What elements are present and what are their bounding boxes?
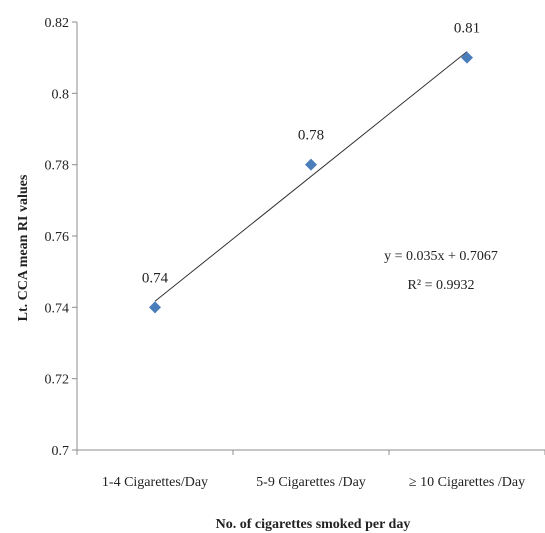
y-tick-label: 0.74	[45, 301, 70, 316]
y-tick-label: 0.7	[52, 444, 70, 459]
x-tick-label: 1-4 Cigarettes/Day	[102, 475, 208, 490]
data-label: 0.81	[454, 21, 480, 37]
x-axis-group: 1-4 Cigarettes/Day 5-9 Cigarettes /Day ≥ 1…	[76, 449, 545, 490]
y-tick-label: 0.82	[45, 16, 70, 31]
x-axis-title: No. of cigarettes smoked per day	[216, 517, 411, 532]
trendline	[154, 51, 468, 302]
y-tick-label: 0.76	[45, 230, 70, 245]
trendline-r-squared: R² = 0.9932	[408, 278, 475, 293]
y-tick-label: 0.8	[52, 87, 70, 102]
trendline-equation: y = 0.035x + 0.7067	[384, 249, 498, 264]
data-label: 0.78	[298, 128, 324, 144]
trendline-group	[154, 51, 468, 302]
data-label: 0.74	[142, 270, 169, 286]
data-point	[461, 51, 473, 64]
y-axis-group: 0.7 0.72 0.74 0.76 0.78 0.8 0.82	[45, 16, 78, 459]
x-tick-label: ≥ 10 Cigarettes /Day	[409, 475, 525, 490]
data-labels-group: 0.74 0.78 0.81	[142, 21, 480, 287]
data-point	[305, 158, 317, 171]
y-axis-title: Lt. CCA mean RI values	[16, 174, 31, 321]
points-group	[149, 51, 473, 314]
x-tick-label: 5-9 Cigarettes /Day	[256, 475, 366, 490]
data-point	[149, 301, 161, 314]
y-tick-label: 0.72	[45, 373, 70, 388]
y-tick-label: 0.78	[45, 159, 70, 174]
